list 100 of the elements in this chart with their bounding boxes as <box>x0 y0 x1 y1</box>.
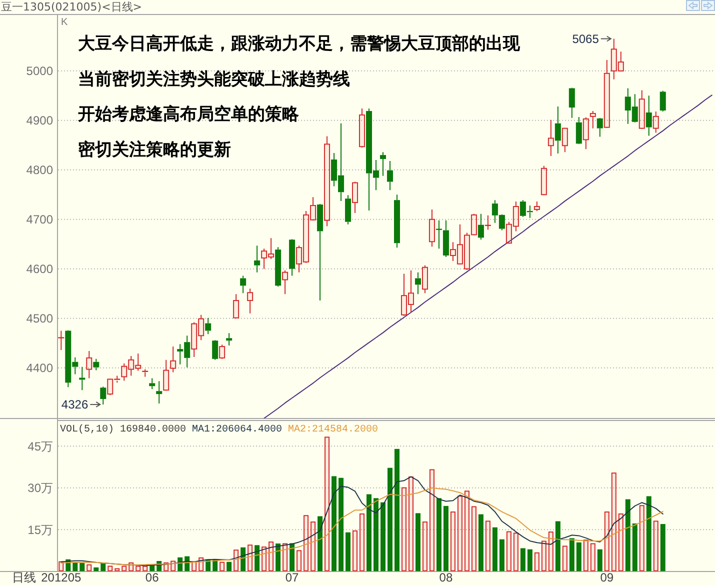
y-tick-label: 4500 <box>26 312 54 326</box>
candlestick <box>254 245 260 273</box>
bar <box>653 520 658 572</box>
bar <box>513 532 518 572</box>
text: 4326 <box>61 397 88 412</box>
candlestick <box>394 194 400 248</box>
bar <box>394 448 400 572</box>
bar <box>443 506 448 572</box>
bar <box>506 531 512 572</box>
bar <box>401 487 406 572</box>
candlestick <box>408 270 414 313</box>
annotation: 密切关注策略的更新 <box>78 140 231 160</box>
bar <box>72 562 78 572</box>
bar <box>296 550 302 572</box>
bar <box>346 532 351 572</box>
bar <box>457 496 462 572</box>
bar <box>338 478 344 572</box>
candlestick <box>646 95 652 136</box>
bar <box>142 566 148 572</box>
line-series <box>264 94 712 418</box>
candlestick <box>442 220 449 258</box>
candlestick <box>387 160 393 191</box>
candlestick <box>261 248 268 270</box>
candlestick <box>212 340 218 360</box>
chart-subtitle: K <box>61 17 68 28</box>
candlestick <box>296 245 302 273</box>
candlestick <box>247 288 254 314</box>
bar <box>226 562 232 572</box>
bar <box>471 506 476 572</box>
bar <box>310 522 316 572</box>
candlestick <box>610 38 617 80</box>
candlestick <box>352 181 358 214</box>
candlestick <box>464 232 470 270</box>
bar <box>282 543 288 572</box>
candlestick <box>303 210 310 264</box>
candlestick <box>400 273 407 316</box>
bar <box>520 548 526 572</box>
candlestick <box>324 136 330 227</box>
candlestick <box>506 221 512 244</box>
candlestick <box>93 358 100 371</box>
bar <box>352 530 358 572</box>
bar <box>492 527 498 572</box>
bar <box>318 516 323 572</box>
candlestick <box>268 238 274 260</box>
bar <box>534 552 540 572</box>
bar <box>254 545 260 572</box>
candlestick <box>548 119 554 157</box>
candlestick <box>114 375 120 384</box>
text: MA1:206064.4000 <box>192 424 282 436</box>
candlestick <box>107 378 114 396</box>
candlestick <box>359 108 366 148</box>
candlestick <box>554 106 561 154</box>
candlestick <box>149 378 156 390</box>
annotation: 当前密切关注势头能突破上涨趋势线 <box>78 69 350 90</box>
candlestick <box>310 196 316 220</box>
text: MA2:214584.2000 <box>288 424 378 436</box>
candlestick <box>191 322 198 358</box>
candlestick <box>540 165 547 196</box>
bar <box>240 547 246 572</box>
annotation: 开始考虑逢高布局空单的策略 <box>77 104 300 125</box>
candlestick <box>576 116 582 144</box>
x-tick-label: 09 <box>600 570 614 584</box>
x-tick-label: 07 <box>285 570 300 584</box>
bar <box>478 514 484 572</box>
bar <box>268 542 274 572</box>
candlestick <box>86 350 92 379</box>
bar <box>86 564 92 572</box>
candlestick <box>596 118 603 138</box>
bar <box>562 546 568 572</box>
y-tick-label: 4800 <box>26 163 54 178</box>
candlestick <box>170 346 176 373</box>
candlestick <box>79 366 86 391</box>
candlestick <box>470 213 477 236</box>
bar <box>618 513 624 572</box>
bar <box>583 540 588 572</box>
y-tick-label: 4900 <box>26 114 54 128</box>
bar <box>569 538 574 572</box>
candlestick <box>456 224 463 264</box>
bar <box>94 567 99 572</box>
y-tick-label: 4600 <box>26 262 54 276</box>
bar <box>276 543 281 572</box>
candlestick <box>275 246 282 288</box>
candlestick <box>512 201 519 232</box>
bar <box>380 502 386 572</box>
candlestick <box>428 208 435 248</box>
bar <box>360 513 365 572</box>
y-tick-label: 4700 <box>26 212 54 227</box>
candlestick <box>58 330 64 351</box>
bar <box>548 532 554 572</box>
bar <box>108 566 113 572</box>
annotation: 大豆今日高开低走，跟涨动力不足，需警惕大豆顶部的出现 <box>78 34 521 54</box>
bar <box>450 512 456 572</box>
bar <box>136 566 141 572</box>
bar <box>632 523 638 572</box>
candlestick <box>282 270 288 295</box>
candlestick <box>317 204 324 302</box>
candlestick <box>219 344 226 360</box>
candlestick <box>198 314 204 341</box>
candlestick <box>450 242 456 262</box>
bar <box>485 520 490 572</box>
